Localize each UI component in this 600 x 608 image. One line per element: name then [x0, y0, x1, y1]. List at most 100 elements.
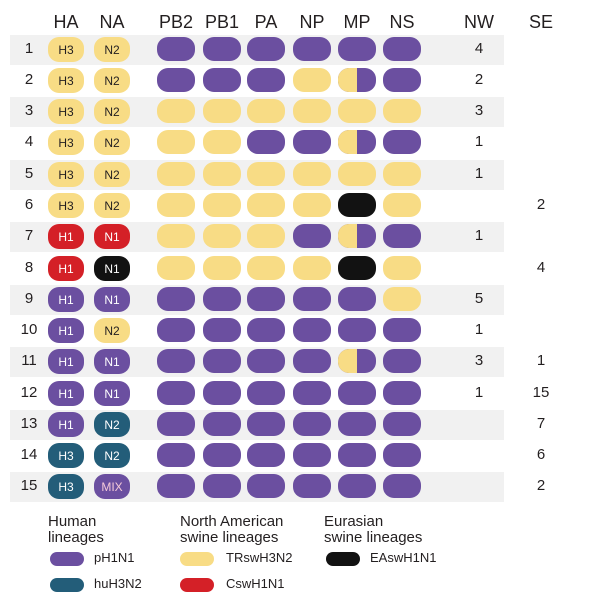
segment-pb2	[157, 162, 195, 186]
segment-pa	[247, 287, 285, 311]
segment-na: N1	[94, 349, 130, 374]
segment-mp-trswh3n2-half	[338, 130, 357, 154]
segment-np	[293, 443, 331, 467]
legend-swatch-cswh1n1	[180, 578, 214, 592]
segment-pb1	[203, 287, 241, 311]
segment-ns	[383, 318, 421, 342]
segment-ha: H1	[48, 381, 84, 406]
segment-pb2	[157, 37, 195, 61]
row-number: 7	[24, 227, 34, 244]
segment-pb2	[157, 256, 195, 280]
legend-label-ph1n1: pH1N1	[94, 550, 135, 565]
segment-ha-label: H3	[58, 104, 74, 119]
segment-na-label: MIX	[101, 479, 123, 494]
count-nw: 1	[474, 165, 484, 182]
segment-mp	[338, 381, 376, 405]
segment-np	[293, 474, 331, 498]
legend-label-trswh3n2: TRswH3N2	[226, 550, 293, 565]
row-number: 8	[24, 259, 34, 276]
header-nw: NW	[464, 12, 494, 32]
segment-pb1	[203, 130, 241, 154]
segment-ha: H1	[48, 287, 84, 312]
segment-pb2	[157, 224, 195, 248]
row-number: 14	[20, 446, 38, 463]
segment-na-label: N2	[104, 73, 120, 88]
segment-np	[293, 256, 331, 280]
legend-swatch-easwh1n1	[326, 552, 360, 566]
segment-ha-label: H1	[58, 417, 74, 432]
segment-mp	[338, 162, 376, 186]
legend-swatch-huh3n2	[50, 578, 84, 592]
segment-ns	[383, 193, 421, 217]
header-pb1: PB1	[204, 12, 240, 32]
segment-ns	[383, 443, 421, 467]
count-se: 2	[536, 196, 546, 213]
segment-ha-label: H3	[58, 42, 74, 57]
segment-pb1	[203, 193, 241, 217]
segment-na: N2	[94, 162, 130, 187]
segment-pb2	[157, 68, 195, 92]
segment-pa	[247, 224, 285, 248]
segment-ha-label: H1	[58, 323, 74, 338]
segment-mp	[338, 474, 376, 498]
segment-np	[293, 162, 331, 186]
segment-na-label: N2	[104, 135, 120, 150]
segment-na: N2	[94, 412, 130, 437]
segment-pb2	[157, 381, 195, 405]
segment-np	[293, 37, 331, 61]
segment-ha-label: H3	[58, 135, 74, 150]
header-mp: MP	[343, 12, 371, 32]
segment-np	[293, 412, 331, 436]
row-number: 1	[24, 40, 34, 57]
segment-na-label: N2	[104, 323, 120, 338]
header-pb2: PB2	[158, 12, 194, 32]
segment-ha: H3	[48, 99, 84, 124]
segment-pa	[247, 256, 285, 280]
segment-pb2	[157, 287, 195, 311]
segment-ha: H3	[48, 193, 84, 218]
segment-np	[293, 99, 331, 123]
segment-np	[293, 349, 331, 373]
segment-na: N2	[94, 318, 130, 343]
count-nw: 1	[474, 384, 484, 401]
legend-label-cswh1n1: CswH1N1	[226, 576, 285, 591]
segment-pb1	[203, 349, 241, 373]
segment-ha-label: H1	[58, 354, 74, 369]
segment-na: N2	[94, 99, 130, 124]
segment-pb1	[203, 412, 241, 436]
segment-np	[293, 193, 331, 217]
segment-na: N2	[94, 68, 130, 93]
row-number: 11	[21, 352, 37, 369]
count-nw: 1	[474, 321, 484, 338]
segment-na-label: N1	[104, 386, 120, 401]
segment-pb1	[203, 256, 241, 280]
legend-na-title: North American swine lineages	[180, 513, 284, 546]
segment-ns	[383, 68, 421, 92]
segment-ha-label: H3	[58, 73, 74, 88]
legend-label-huh3n2: huH3N2	[94, 576, 142, 591]
segment-pb1	[203, 224, 241, 248]
segment-na-label: N2	[104, 167, 120, 182]
segment-ha: H3	[48, 68, 84, 93]
segment-na: N2	[94, 130, 130, 155]
segment-ns	[383, 224, 421, 248]
segment-ns	[383, 256, 421, 280]
segment-ha: H3	[48, 130, 84, 155]
header-pa: PA	[254, 12, 278, 32]
row-number: 9	[24, 290, 34, 307]
segment-mp	[338, 130, 376, 154]
legend-swatch-ph1n1	[50, 552, 84, 566]
segment-mp	[338, 318, 376, 342]
row-number: 12	[20, 384, 38, 401]
segment-ns	[383, 412, 421, 436]
count-se: 1	[536, 352, 546, 369]
segment-pa	[247, 37, 285, 61]
segment-pb1	[203, 318, 241, 342]
segment-pb1	[203, 474, 241, 498]
segment-mp	[338, 193, 376, 217]
segment-ns	[383, 130, 421, 154]
segment-pa	[247, 318, 285, 342]
segment-mp	[338, 287, 376, 311]
segment-np	[293, 224, 331, 248]
